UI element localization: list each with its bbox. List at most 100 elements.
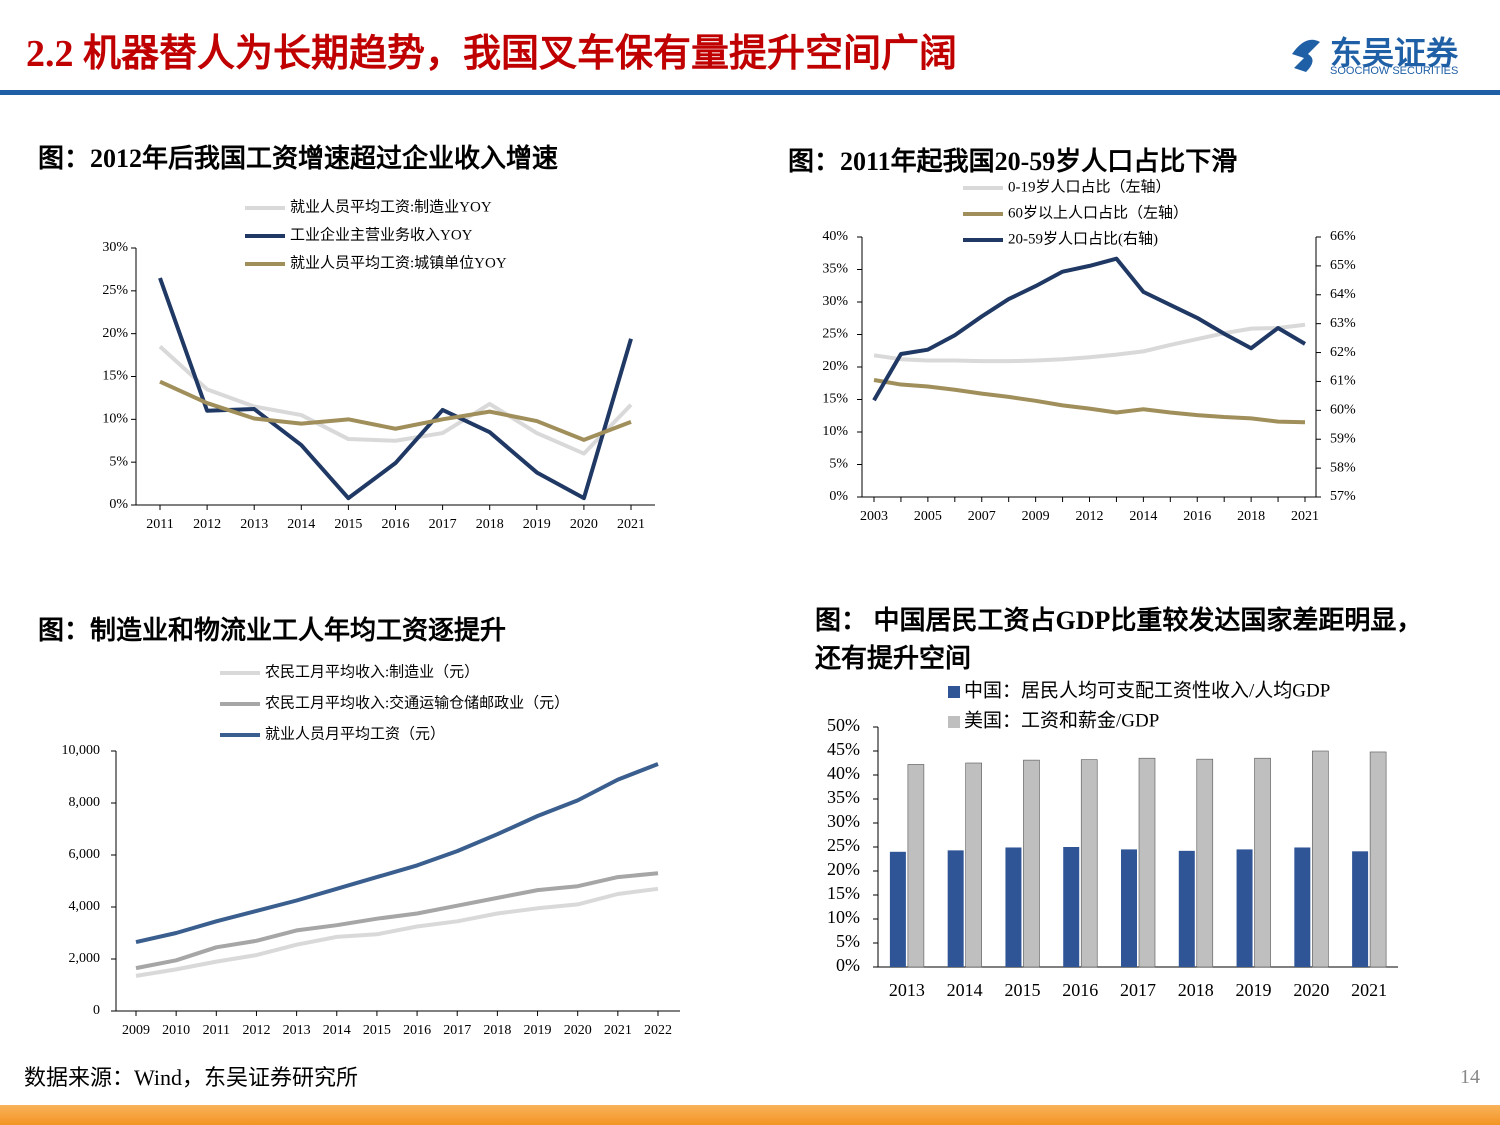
x-tick-label: 2017 [429, 517, 457, 532]
chart-title: 图：2012年后我国工资增速超过企业收入增速 [38, 144, 559, 173]
header-rule [0, 90, 1500, 95]
page-number: 14 [1460, 1066, 1480, 1088]
bar [1352, 851, 1369, 967]
legend-label: 20-59岁人口占比(右轴) [1008, 230, 1158, 247]
bar [1023, 759, 1040, 968]
y-tick-label: 10% [102, 412, 128, 427]
x-tick-label: 2018 [483, 1023, 511, 1038]
x-tick-label: 2014 [1129, 509, 1157, 524]
x-tick-label: 2015 [1004, 980, 1040, 1000]
x-tick-label: 2016 [382, 517, 410, 532]
x-tick-label: 2013 [283, 1023, 311, 1038]
bar [1369, 751, 1387, 968]
x-tick-label: 2021 [617, 517, 645, 532]
y-tick-label: 30% [822, 294, 848, 309]
logo-icon [1292, 39, 1320, 72]
y2-tick-label: 60% [1330, 403, 1356, 418]
bar [1236, 849, 1253, 967]
charts: 0% 5% 10% 15% 20% 25% 30% 2011 2012 2013 2014 2015 2… [62, 178, 1398, 1038]
series-line [135, 871, 659, 971]
legend-label: 农民工月平均收入:制造业（元） [265, 663, 479, 680]
x-tick-label: 2011 [146, 517, 173, 532]
y2-tick-label: 65% [1330, 258, 1356, 273]
x-tick-label: 2019 [524, 1023, 552, 1038]
legend-label: 美国：工资和薪金/GDP [964, 709, 1159, 731]
logo-english: SOOCHOW SECURITIES [1330, 65, 1459, 77]
series-line [873, 322, 1306, 364]
x-tick-label: 2012 [1076, 509, 1104, 524]
x-tick-label: 2011 [203, 1023, 230, 1038]
y-tick-label: 15% [827, 883, 860, 903]
legend-swatch [948, 716, 960, 728]
series-line [158, 345, 633, 456]
y-tick-label: 2,000 [69, 951, 101, 966]
series-line [158, 277, 633, 501]
legend-label: 就业人员月平均工资（元） [265, 725, 445, 742]
x-tick-label: 2012 [193, 517, 221, 532]
page-title: 2.2 机器替人为长期趋势，我国叉车保有量提升空间广阔 [26, 33, 958, 75]
chart-title: 图：制造业和物流业工人年均工资逐提升 [38, 616, 507, 645]
y-tick-label: 5% [829, 457, 848, 472]
bar [1254, 757, 1271, 968]
x-tick-label: 2009 [1022, 509, 1050, 524]
y-tick-label: 5% [836, 931, 860, 951]
y-tick-label: 25% [102, 283, 128, 298]
x-tick-label: 2017 [443, 1023, 471, 1038]
y2-tick-label: 63% [1330, 316, 1356, 331]
bar [1080, 759, 1098, 968]
x-tick-label: 2016 [1183, 509, 1211, 524]
y-tick-label: 35% [822, 262, 848, 277]
y-tick-label: 30% [827, 811, 860, 831]
x-tick-label: 2015 [363, 1023, 391, 1038]
y2-tick-label: 59% [1330, 431, 1356, 446]
y2-tick-label: 64% [1330, 287, 1356, 302]
x-tick-label: 2020 [564, 1023, 592, 1038]
bar [1294, 847, 1311, 967]
bar [1005, 847, 1022, 967]
y-tick-label: 25% [822, 327, 848, 342]
x-tick-label: 2018 [1178, 980, 1214, 1000]
chart-title: 图：2011年起我国20-59岁人口占比下滑 [788, 147, 1238, 176]
x-tick-label: 2018 [1237, 509, 1265, 524]
bar [889, 851, 906, 967]
x-tick-label: 2005 [914, 509, 942, 524]
bar [1196, 758, 1214, 968]
legend-label: 农民工月平均收入:交通运输仓储邮政业（元） [265, 693, 569, 711]
x-tick-label: 2012 [242, 1023, 270, 1038]
y-tick-label: 20% [827, 859, 860, 879]
y-tick-label: 4,000 [69, 899, 101, 914]
x-tick-label: 2014 [323, 1023, 351, 1038]
series-line [872, 256, 1307, 402]
x-tick-label: 2021 [1291, 509, 1319, 524]
y-tick-label: 15% [822, 392, 848, 407]
x-tick-label: 2007 [968, 509, 996, 524]
legend-label: 就业人员平均工资:制造业YOY [290, 198, 492, 215]
source-note: 数据来源：Wind，东吴证券研究所 [24, 1065, 358, 1090]
y2-tick-label: 62% [1330, 345, 1356, 360]
bar [1312, 750, 1329, 968]
legend-label: 60岁以上人口占比（左轴） [1008, 204, 1188, 221]
bar [907, 764, 925, 968]
y-tick-label: 50% [827, 715, 860, 735]
x-tick-label: 2003 [860, 509, 888, 524]
series-line [135, 886, 659, 978]
legend-label: 中国：居民人均可支配工资性收入/人均GDP [964, 679, 1330, 701]
bar [1138, 757, 1156, 968]
x-tick-label: 2013 [889, 980, 925, 1000]
x-tick-label: 2018 [476, 517, 504, 532]
x-tick-label: 2009 [122, 1023, 150, 1038]
bar [1121, 849, 1137, 967]
series-line [135, 762, 659, 945]
x-tick-label: 2017 [1120, 980, 1156, 1000]
series-line [159, 379, 632, 442]
y-tick-label: 0 [93, 1003, 100, 1018]
y-tick-label: 6,000 [69, 847, 101, 862]
y-tick-label: 20% [822, 359, 848, 374]
logo-name: 东吴证券 [1330, 34, 1459, 72]
x-tick-label: 2014 [947, 980, 983, 1000]
y-tick-label: 10% [827, 907, 860, 927]
bar [947, 850, 964, 967]
footer-bar [0, 1105, 1500, 1125]
x-tick-label: 2021 [1351, 980, 1387, 1000]
